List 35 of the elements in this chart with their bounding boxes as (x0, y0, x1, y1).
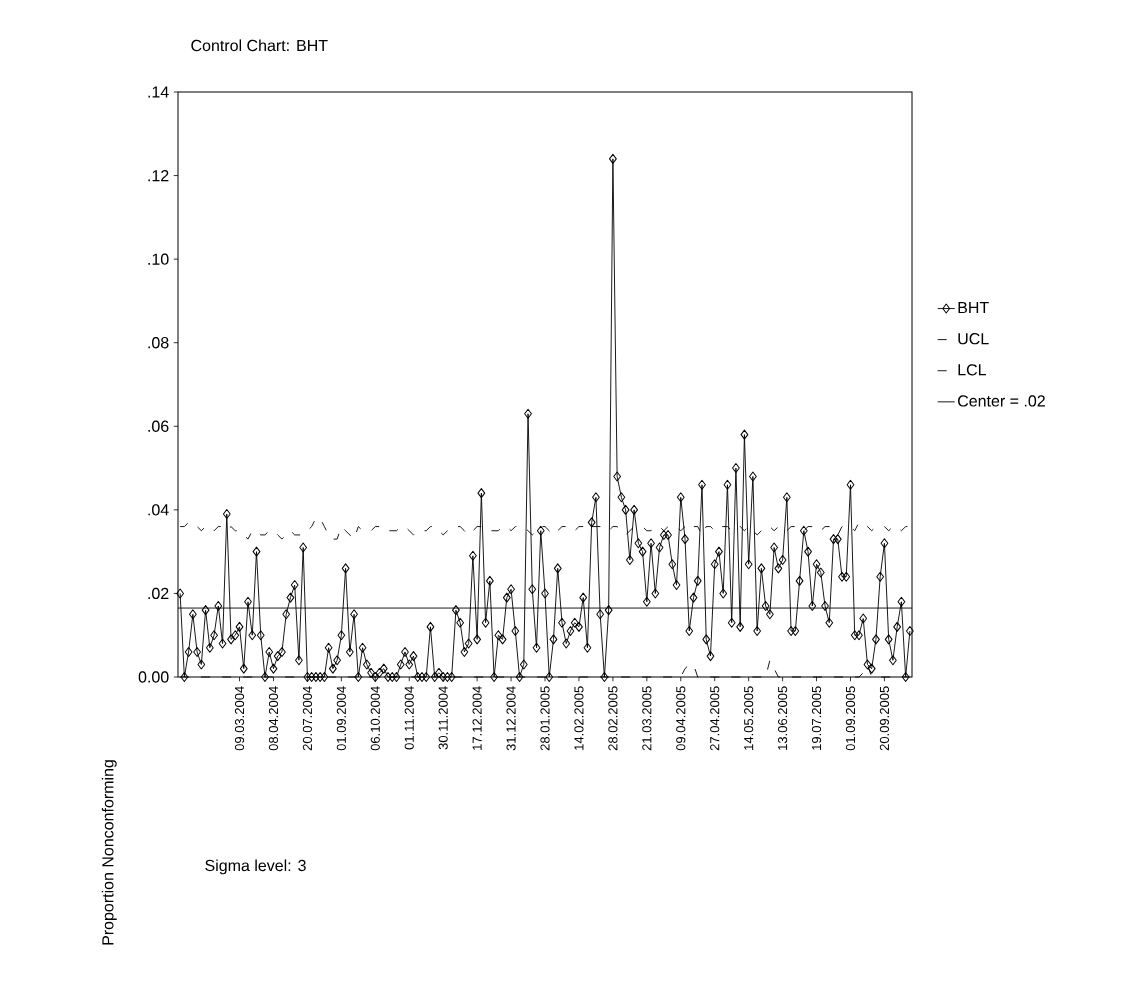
legend-label: BHT (958, 302, 989, 314)
y-tick-label: .06 (148, 420, 169, 432)
x-tick-label: 17.12.2004 (472, 686, 482, 750)
x-tick-label: 20.09.2005 (879, 686, 890, 751)
y-tick-label: .02 (148, 587, 169, 600)
x-tick-label: 09.03.2004 (234, 686, 245, 751)
x-tick-label: 28.01.2005 (540, 686, 550, 751)
x-tick-label: 14.02.2005 (574, 686, 584, 750)
x-tick-label: 30.11.2004 (438, 686, 448, 750)
x-tick-label: 01.09.2005 (845, 686, 856, 751)
x-tick-label: 01.11.2004 (404, 686, 414, 750)
y-tick-label: .12 (148, 169, 169, 182)
x-tick-label: 06.10.2004 (370, 686, 380, 751)
y-tick-label: .08 (148, 337, 169, 349)
y-tick-label: .10 (148, 253, 169, 265)
x-tick-label: 13.06.2005 (778, 686, 788, 750)
x-tick-label: 01.09.2004 (336, 686, 346, 751)
x-tick-label: 28.02.2005 (608, 686, 618, 751)
y-tick-label: .14 (148, 86, 169, 98)
y-axis-title: Proportion Nonconforming (101, 760, 117, 945)
x-tick-label: 08.04.2004 (268, 686, 279, 751)
x-tick-label: 21.03.2005 (642, 686, 652, 751)
x-tick-label: 14.05.2005 (744, 686, 754, 750)
x-tick-label: 31.12.2004 (506, 686, 516, 751)
text: Sigma level: 3 (205, 859, 306, 875)
legend-label: LCL (958, 364, 987, 376)
chart-title: Control Chart: BHT (191, 39, 328, 52)
x-tick-label: 09.04.2005 (676, 686, 686, 751)
legend-label: Center = .02 (958, 395, 1045, 407)
x-tick-label: 20.07.2004 (302, 686, 313, 751)
y-tick-label: 0.00 (138, 671, 169, 683)
legend-label: UCL (958, 333, 989, 345)
x-tick-label: 27.04.2005 (710, 686, 720, 751)
y-tick-label: .04 (148, 504, 169, 516)
x-tick-label: 19.07.2005 (811, 686, 822, 750)
